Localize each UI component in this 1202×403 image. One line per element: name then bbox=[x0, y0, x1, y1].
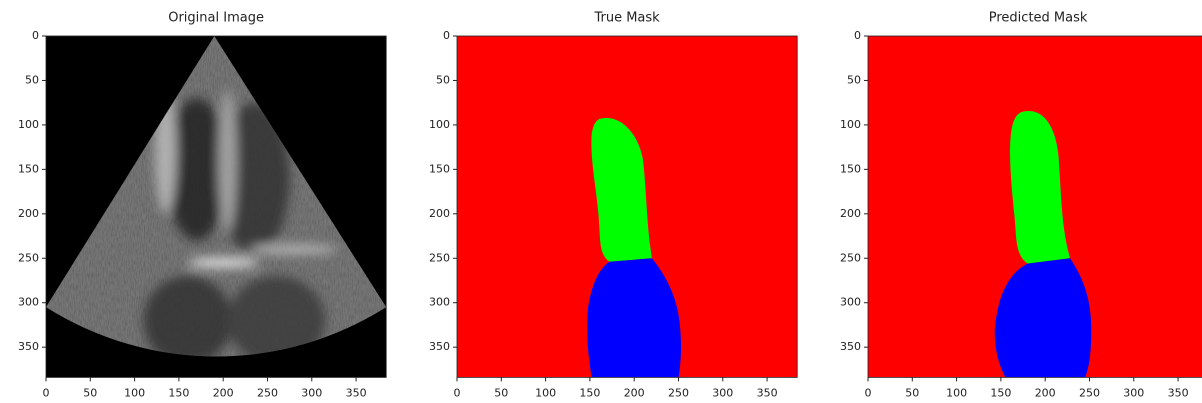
y-tick-label: 50 bbox=[25, 73, 39, 86]
x-tick-label: 0 bbox=[454, 386, 461, 399]
panel-title: Original Image bbox=[168, 11, 264, 26]
predicted-mask-image bbox=[868, 36, 1202, 377]
y-tick-label: 250 bbox=[18, 251, 39, 264]
y-tick-label: 0 bbox=[32, 29, 39, 42]
x-tick-label: 100 bbox=[535, 386, 556, 399]
x-tick-label: 350 bbox=[757, 386, 778, 399]
ultrasound-image bbox=[46, 36, 386, 377]
x-tick-label: 0 bbox=[865, 386, 872, 399]
y-tick-label: 350 bbox=[840, 340, 861, 353]
x-tick-label: 50 bbox=[83, 386, 97, 399]
panel-title: True Mask bbox=[593, 11, 660, 26]
y-tick-label: 150 bbox=[429, 162, 450, 175]
x-tick-label: 350 bbox=[346, 386, 367, 399]
x-tick-label: 200 bbox=[213, 386, 234, 399]
x-tick-label: 200 bbox=[624, 386, 645, 399]
x-tick-label: 100 bbox=[946, 386, 967, 399]
y-tick-label: 150 bbox=[18, 162, 39, 175]
y-tick-label: 250 bbox=[840, 251, 861, 264]
y-tick-label: 200 bbox=[18, 207, 39, 220]
y-tick-label: 0 bbox=[854, 29, 861, 42]
y-tick-label: 50 bbox=[847, 73, 861, 86]
y-tick-label: 300 bbox=[429, 296, 450, 309]
y-tick-label: 50 bbox=[436, 73, 450, 86]
y-tick-label: 150 bbox=[840, 162, 861, 175]
page: Original Image 0 50 100 150 200 250 300 350 0 50 10… bbox=[0, 0, 1202, 403]
x-tick-label: 250 bbox=[668, 386, 689, 399]
x-tick-label: 350 bbox=[1168, 386, 1189, 399]
y-tick-label: 200 bbox=[429, 207, 450, 220]
x-tick-label: 150 bbox=[579, 386, 600, 399]
y-tick-label: 200 bbox=[840, 207, 861, 220]
x-tick-label: 250 bbox=[257, 386, 278, 399]
x-tick-label: 300 bbox=[301, 386, 322, 399]
y-tick-label: 100 bbox=[429, 118, 450, 131]
true-mask-image bbox=[457, 36, 797, 377]
y-tick-label: 350 bbox=[429, 340, 450, 353]
y-tick-label: 250 bbox=[429, 251, 450, 264]
y-tick-label: 100 bbox=[840, 118, 861, 131]
y-tick-label: 0 bbox=[443, 29, 450, 42]
y-tick-label: 300 bbox=[18, 296, 39, 309]
panel-title: Predicted Mask bbox=[989, 11, 1088, 26]
x-tick-label: 50 bbox=[905, 386, 919, 399]
x-tick-label: 200 bbox=[1035, 386, 1056, 399]
x-tick-label: 300 bbox=[1123, 386, 1144, 399]
y-tick-label: 100 bbox=[18, 118, 39, 131]
x-tick-label: 150 bbox=[168, 386, 189, 399]
x-tick-label: 100 bbox=[124, 386, 145, 399]
x-tick-label: 250 bbox=[1079, 386, 1100, 399]
x-tick-label: 300 bbox=[712, 386, 733, 399]
y-tick-label: 300 bbox=[840, 296, 861, 309]
y-tick-label: 350 bbox=[18, 340, 39, 353]
figure: Original Image 0 50 100 150 200 250 300 350 0 50 10… bbox=[0, 0, 1202, 403]
x-tick-label: 50 bbox=[494, 386, 508, 399]
x-tick-label: 150 bbox=[990, 386, 1011, 399]
x-tick-label: 0 bbox=[43, 386, 50, 399]
